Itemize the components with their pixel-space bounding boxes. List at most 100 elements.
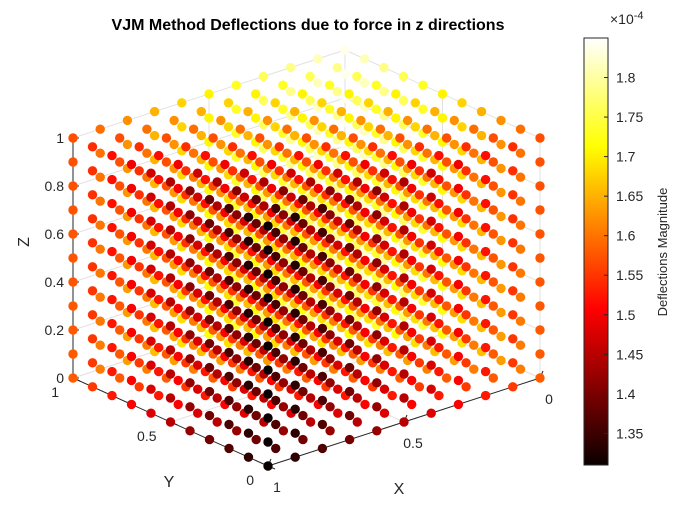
data-points: [68, 45, 545, 471]
data-point: [488, 205, 498, 215]
data-point: [476, 130, 487, 141]
data-point: [434, 318, 444, 329]
data-point: [286, 168, 296, 178]
data-point: [232, 234, 242, 244]
data-point: [243, 106, 253, 117]
data-point: [488, 181, 498, 191]
data-point: [515, 196, 526, 206]
data-point: [434, 342, 444, 353]
data-point: [173, 231, 183, 242]
data-point: [263, 317, 273, 327]
data-point: [107, 198, 117, 209]
data-point: [407, 399, 417, 410]
data-point: [126, 303, 137, 314]
data-point: [461, 286, 471, 296]
data-point: [278, 426, 289, 436]
data-point: [247, 174, 257, 185]
colorbar-tick-label: 1.4: [616, 386, 636, 402]
data-point: [259, 201, 269, 211]
data-point: [278, 282, 289, 292]
data-point: [290, 236, 300, 246]
data-point: [414, 190, 425, 200]
data-point: [185, 282, 195, 292]
data-point: [68, 325, 78, 335]
data-point: [146, 168, 156, 178]
data-point: [387, 390, 397, 401]
data-point: [414, 334, 425, 344]
data-point: [107, 270, 117, 281]
y-axis-label: Y: [164, 474, 175, 491]
data-point: [107, 342, 117, 353]
data-point: [196, 130, 206, 141]
data-point: [441, 229, 452, 239]
data-point: [305, 393, 316, 403]
data-point: [224, 443, 234, 454]
data-point: [239, 168, 250, 178]
colorbar-ticks: 1.35 1.4 1.45 1.5 1.55 1.6 1.65 1.7 1.75 1.8: [604, 70, 643, 441]
data-point: [305, 95, 315, 106]
data-point: [399, 177, 409, 187]
data-point: [68, 205, 78, 215]
data-point: [204, 386, 215, 397]
data-point: [305, 297, 316, 307]
data-point: [360, 351, 370, 362]
data-point: [204, 89, 214, 99]
data-point: [379, 408, 390, 418]
data-point: [372, 354, 382, 364]
data-point: [480, 318, 491, 329]
data-point: [204, 194, 215, 205]
data-point: [372, 378, 382, 388]
data-point: [87, 166, 98, 176]
data-point: [95, 316, 105, 326]
data-point: [441, 325, 452, 335]
data-point: [115, 229, 125, 239]
data-point: [469, 316, 479, 326]
data-point: [185, 186, 195, 196]
data-point: [324, 80, 335, 90]
data-point: [383, 106, 393, 117]
data-point: [414, 142, 425, 152]
data-point: [290, 106, 300, 117]
data-point: [290, 380, 300, 390]
data-point: [434, 198, 444, 209]
data-point: [305, 417, 316, 427]
data-point: [422, 124, 432, 134]
data-point: [154, 318, 164, 329]
y-tick-label: 0.5: [137, 428, 157, 444]
data-point: [224, 419, 234, 430]
data-point: [407, 279, 417, 290]
data-point: [204, 218, 215, 229]
data-point: [437, 89, 448, 99]
data-point: [461, 358, 471, 368]
data-point: [290, 332, 300, 342]
data-point: [185, 234, 195, 244]
data-point: [372, 306, 382, 316]
data-point: [508, 238, 518, 248]
data-point: [212, 225, 222, 235]
data-point: [271, 443, 281, 454]
data-point: [271, 371, 281, 382]
data-point: [333, 384, 343, 394]
data-point: [251, 338, 261, 349]
data-point: [216, 139, 226, 150]
data-point: [387, 366, 397, 377]
data-point: [173, 327, 183, 338]
data-point: [224, 347, 234, 358]
data-point: [496, 139, 506, 150]
data-point: [469, 340, 479, 350]
data-point: [508, 310, 518, 320]
data-point: [515, 244, 526, 254]
data-point: [142, 124, 152, 134]
data-point: [212, 201, 222, 211]
data-point: [290, 356, 300, 366]
data-point: [360, 303, 370, 314]
data-point: [165, 417, 176, 427]
data-point: [426, 408, 436, 418]
data-point: [204, 290, 215, 301]
data-point: [232, 186, 242, 196]
data-point: [399, 225, 409, 235]
data-point: [290, 308, 300, 318]
data-point: [352, 297, 362, 307]
data-point: [360, 399, 370, 410]
data-point: [243, 332, 254, 342]
